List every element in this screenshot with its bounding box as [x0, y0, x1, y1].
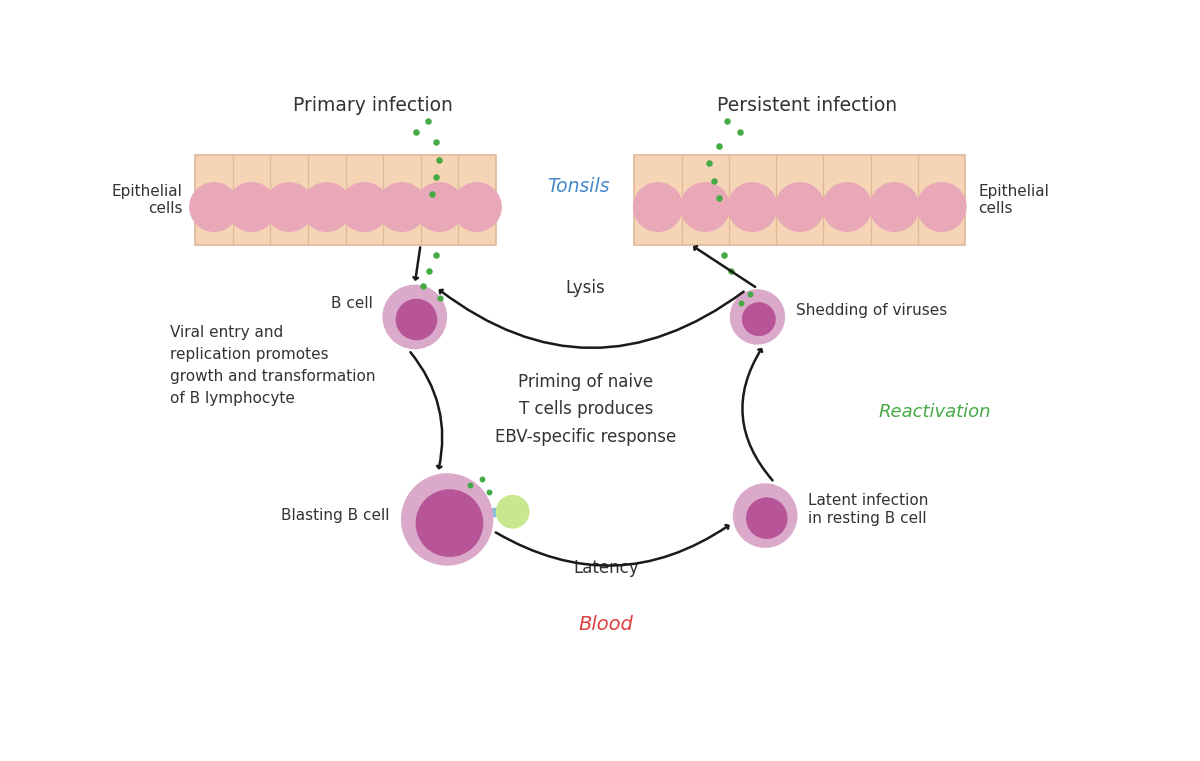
FancyBboxPatch shape: [196, 155, 496, 244]
Point: [422, 188, 442, 200]
Point: [700, 157, 719, 169]
Text: Viral entry and
replication promotes
growth and transformation
of B lymphocyte: Viral entry and replication promotes gro…: [170, 325, 376, 406]
Text: Priming of naive
T cells produces
EBV-specific response: Priming of naive T cells produces EBV-sp…: [496, 373, 677, 446]
Point: [419, 265, 438, 277]
Text: Epithelial
cells: Epithelial cells: [978, 183, 1049, 216]
Circle shape: [401, 473, 493, 565]
Circle shape: [496, 495, 529, 529]
Text: Shedding of viruses: Shedding of viruses: [796, 304, 947, 318]
Point: [718, 115, 737, 127]
Circle shape: [396, 299, 437, 340]
Text: B cell: B cell: [330, 295, 372, 310]
Point: [704, 174, 724, 186]
Point: [480, 486, 499, 498]
Point: [427, 170, 446, 183]
Text: Blasting B cell: Blasting B cell: [281, 508, 389, 523]
Point: [407, 126, 426, 139]
Point: [740, 288, 760, 300]
Circle shape: [415, 489, 484, 557]
Text: Primary infection: Primary infection: [293, 97, 452, 116]
Point: [427, 250, 446, 262]
Point: [709, 193, 728, 205]
Circle shape: [746, 498, 787, 539]
Circle shape: [377, 182, 427, 232]
Circle shape: [727, 182, 778, 232]
Circle shape: [190, 182, 239, 232]
Circle shape: [775, 182, 824, 232]
Text: Epithelial
cells: Epithelial cells: [112, 183, 182, 216]
Text: Persistent infection: Persistent infection: [718, 97, 898, 116]
Text: Reactivation: Reactivation: [878, 403, 991, 421]
Text: Latent infection
in resting B cell: Latent infection in resting B cell: [809, 493, 929, 526]
Circle shape: [869, 182, 919, 232]
Circle shape: [383, 285, 448, 349]
Point: [427, 136, 446, 148]
Point: [472, 473, 491, 486]
Point: [721, 265, 740, 277]
Circle shape: [822, 182, 872, 232]
Circle shape: [730, 289, 785, 345]
FancyBboxPatch shape: [635, 155, 965, 244]
Point: [431, 291, 450, 304]
Circle shape: [301, 182, 352, 232]
Point: [430, 154, 449, 166]
Circle shape: [733, 483, 798, 548]
Circle shape: [680, 182, 731, 232]
Point: [730, 126, 749, 139]
Point: [413, 280, 432, 292]
Point: [731, 297, 750, 309]
Point: [461, 479, 480, 491]
Circle shape: [264, 182, 314, 232]
Circle shape: [452, 182, 502, 232]
Point: [715, 250, 734, 262]
Text: Tonsils: Tonsils: [547, 177, 610, 196]
Circle shape: [340, 182, 389, 232]
Point: [419, 115, 438, 127]
Text: Latency: Latency: [572, 559, 638, 577]
Text: Lysis: Lysis: [566, 279, 606, 298]
Circle shape: [227, 182, 277, 232]
Circle shape: [917, 182, 967, 232]
Circle shape: [632, 182, 683, 232]
Point: [709, 140, 728, 152]
Text: Blood: Blood: [578, 616, 634, 635]
Circle shape: [414, 182, 464, 232]
Circle shape: [742, 302, 775, 336]
